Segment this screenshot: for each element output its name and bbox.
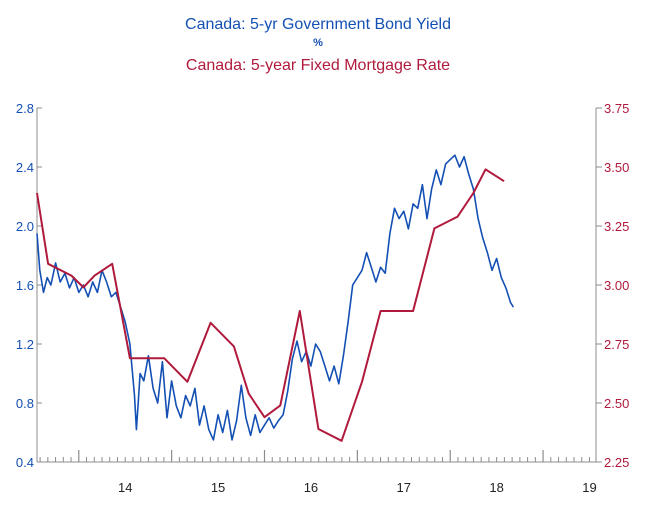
mortgage-rate-line xyxy=(36,168,505,442)
x-tick-label: 14 xyxy=(118,480,132,495)
left-y-tick-label: 2.8 xyxy=(16,101,34,116)
left-y-tick-label: 2.4 xyxy=(16,160,34,175)
left-y-tick-label: 2.0 xyxy=(16,219,34,234)
left-y-tick-label: 0.4 xyxy=(16,455,34,470)
x-tick-label: 19 xyxy=(582,480,596,495)
right-y-tick-label: 2.25 xyxy=(604,455,629,470)
x-tick-label: 18 xyxy=(489,480,503,495)
bond-yield-line xyxy=(36,154,515,441)
x-tick-label: 17 xyxy=(397,480,411,495)
left-y-tick-label: 1.2 xyxy=(16,337,34,352)
tick-labels: 0.4 0.8 1.2 1.6 2.0 2.4 2.8 2.25 2.50 2.75 3.00 3.2… xyxy=(16,101,629,495)
right-y-tick-label: 3.50 xyxy=(604,160,629,175)
right-y-tick-label: 2.50 xyxy=(604,396,629,411)
series-layer xyxy=(36,154,515,442)
axes xyxy=(36,107,602,463)
right-y-tick-label: 3.25 xyxy=(604,219,629,234)
chart-unit-label: % xyxy=(313,37,323,49)
right-y-tick-label: 2.75 xyxy=(604,337,629,352)
right-y-tick-label: 3.00 xyxy=(604,278,629,293)
chart-title: Canada: 5-yr Government Bond Yield xyxy=(185,16,451,33)
left-y-tick-label: 1.6 xyxy=(16,278,34,293)
right-y-tick-label: 3.75 xyxy=(604,101,629,116)
chart-subtitle: Canada: 5-year Fixed Mortgage Rate xyxy=(186,57,450,74)
x-tick-label: 15 xyxy=(211,480,225,495)
left-y-tick-label: 0.8 xyxy=(16,396,34,411)
x-tick-label: 16 xyxy=(304,480,318,495)
